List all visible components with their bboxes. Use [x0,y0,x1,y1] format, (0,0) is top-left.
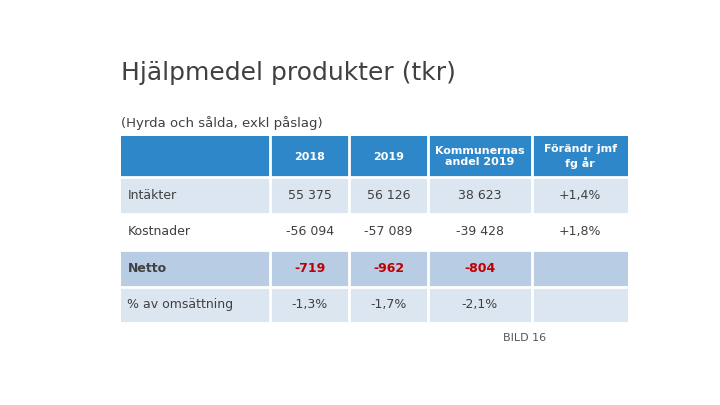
Bar [349,287,428,323]
Text: -56 094: -56 094 [286,225,334,238]
Bar [532,250,629,287]
Text: 38 623: 38 623 [458,189,502,202]
Text: % av omsättning: % av omsättning [127,298,233,311]
Bar [428,287,532,323]
Text: -1,3%: -1,3% [292,298,328,311]
Bar [271,177,349,213]
Text: BILD 16: BILD 16 [503,333,546,343]
Text: (Hyrda och sålda, exkl påslag): (Hyrda och sålda, exkl påslag) [121,116,323,130]
Text: -962: -962 [373,262,404,275]
Bar [121,213,271,250]
Text: Kommunernas
andel 2019: Kommunernas andel 2019 [435,146,525,167]
Bar [121,250,271,287]
Bar [532,287,629,323]
Bar [428,177,532,213]
Bar [532,136,629,177]
Text: -719: -719 [294,262,325,275]
Text: +1,8%: +1,8% [559,225,601,238]
Text: Netto: Netto [127,262,166,275]
Text: Kostnader: Kostnader [127,225,190,238]
Bar [532,213,629,250]
Bar [271,250,349,287]
Text: 2019: 2019 [373,151,404,162]
Bar [121,136,271,177]
Bar [121,287,271,323]
Bar [271,287,349,323]
Bar [428,213,532,250]
Text: Intäkter: Intäkter [127,189,176,202]
Bar [349,213,428,250]
Bar [121,177,271,213]
Text: 56 126: 56 126 [366,189,410,202]
Text: 2018: 2018 [294,151,325,162]
Text: +1,4%: +1,4% [559,189,601,202]
Bar [349,177,428,213]
Bar [428,136,532,177]
Text: Hjälpmedel produkter (tkr): Hjälpmedel produkter (tkr) [121,61,456,85]
Bar [349,250,428,287]
Bar [428,250,532,287]
Text: -804: -804 [464,262,495,275]
Text: -1,7%: -1,7% [370,298,407,311]
Text: Förändr jmf
fg år: Förändr jmf fg år [544,145,617,168]
Bar [532,177,629,213]
Bar [271,213,349,250]
Bar [349,136,428,177]
Text: -57 089: -57 089 [364,225,413,238]
Text: -2,1%: -2,1% [462,298,498,311]
Text: -39 428: -39 428 [456,225,504,238]
Text: 55 375: 55 375 [288,189,332,202]
Bar [271,136,349,177]
